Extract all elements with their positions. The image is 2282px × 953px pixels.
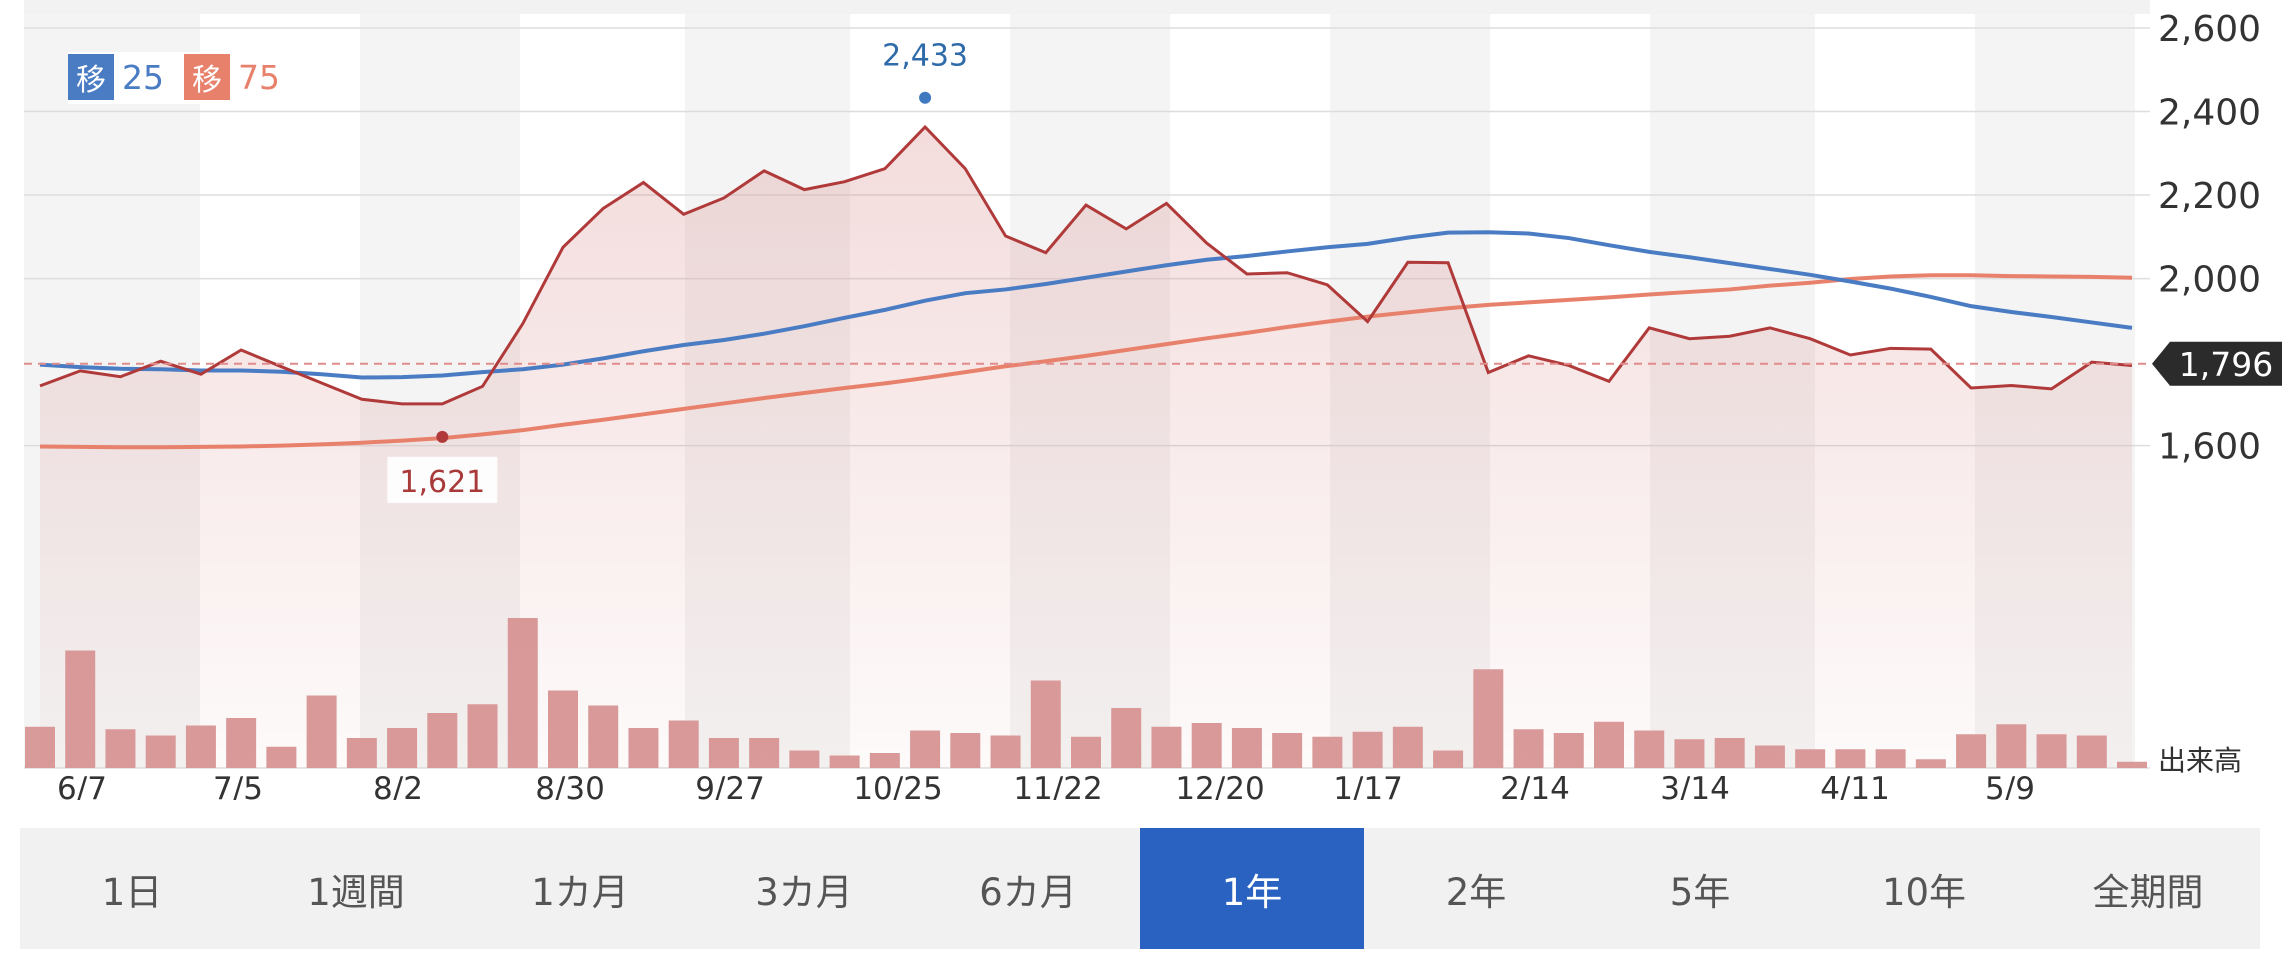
x-tick-label: 2/14 [1500, 771, 1570, 800]
price-chart-svg: 2,600 2,400 2,200 2,000 1,600 出来高 1,796 2,433 1,… [24, 0, 2282, 800]
tab-10years[interactable]: 10年 [1881, 870, 1967, 914]
period-selector: 1日 1週間 1カ月 3カ月 6カ月 1年 2年 5年 10年 全期間 [20, 828, 2260, 949]
tab-3months[interactable]: 3カ月 [755, 870, 853, 914]
chart-legend: 移 25 移 75 [68, 52, 300, 104]
low-value-label: 1,621 [399, 465, 485, 500]
high-point-dot [919, 91, 932, 104]
x-tick-label: 11/22 [1013, 771, 1102, 800]
tab-1week[interactable]: 1週間 [307, 870, 405, 914]
x-tick-label: 5/9 [1985, 771, 2035, 800]
tab-1month[interactable]: 1カ月 [531, 870, 629, 914]
stock-chart: 2,600 2,400 2,200 2,000 1,600 出来高 1,796 2,433 1,… [24, 0, 2282, 800]
price-area [40, 126, 2132, 768]
x-tick-label: 12/20 [1175, 771, 1264, 800]
tab-1day[interactable]: 1日 [101, 870, 163, 914]
x-tick-label: 8/2 [373, 771, 423, 800]
legend-ma25-period: 25 [122, 57, 164, 97]
y-tick-label: 2,400 [2158, 93, 2261, 134]
ma75-line [39, 273, 2133, 450]
x-tick-label: 4/11 [1820, 771, 1890, 800]
low-point-dot [436, 430, 449, 443]
current-price-tag [2152, 341, 2282, 386]
x-tick-label: 9/27 [695, 771, 765, 800]
high-value-label: 2,433 [882, 39, 968, 74]
tab-all-period[interactable]: 全期間 [2092, 870, 2204, 914]
y-tick-label: 2,000 [2158, 260, 2261, 301]
x-tick-label: 10/25 [853, 771, 942, 800]
x-tick-label: 3/14 [1660, 771, 1730, 800]
high-label-bg [870, 29, 981, 76]
x-tick-label: 7/5 [213, 771, 263, 800]
price-line [39, 124, 2133, 406]
tab-5years[interactable]: 5年 [1669, 870, 1731, 914]
x-tick-label: 6/7 [57, 771, 107, 800]
legend-ma75-period: 75 [238, 57, 280, 97]
y-tick-label: 1,600 [2158, 427, 2261, 468]
top-strip [24, 0, 2150, 14]
y-tick-label: 2,600 [2158, 9, 2261, 50]
volume-axis-label: 出来高 [2158, 744, 2242, 777]
tab-1year[interactable]: 1年 [1140, 828, 1364, 949]
legend-ma75-badge: 移 [184, 54, 230, 100]
y-tick-label: 2,200 [2158, 176, 2261, 217]
legend-ma25-badge: 移 [68, 54, 114, 100]
tab-2years[interactable]: 2年 [1445, 870, 1507, 914]
low-label-bg [387, 456, 498, 503]
tab-6months[interactable]: 6カ月 [979, 870, 1077, 914]
current-price-label: 1,796 [2179, 345, 2273, 384]
x-tick-label: 8/30 [535, 771, 605, 800]
x-tick-label: 1/17 [1333, 771, 1403, 800]
ma25-line [39, 230, 2133, 380]
